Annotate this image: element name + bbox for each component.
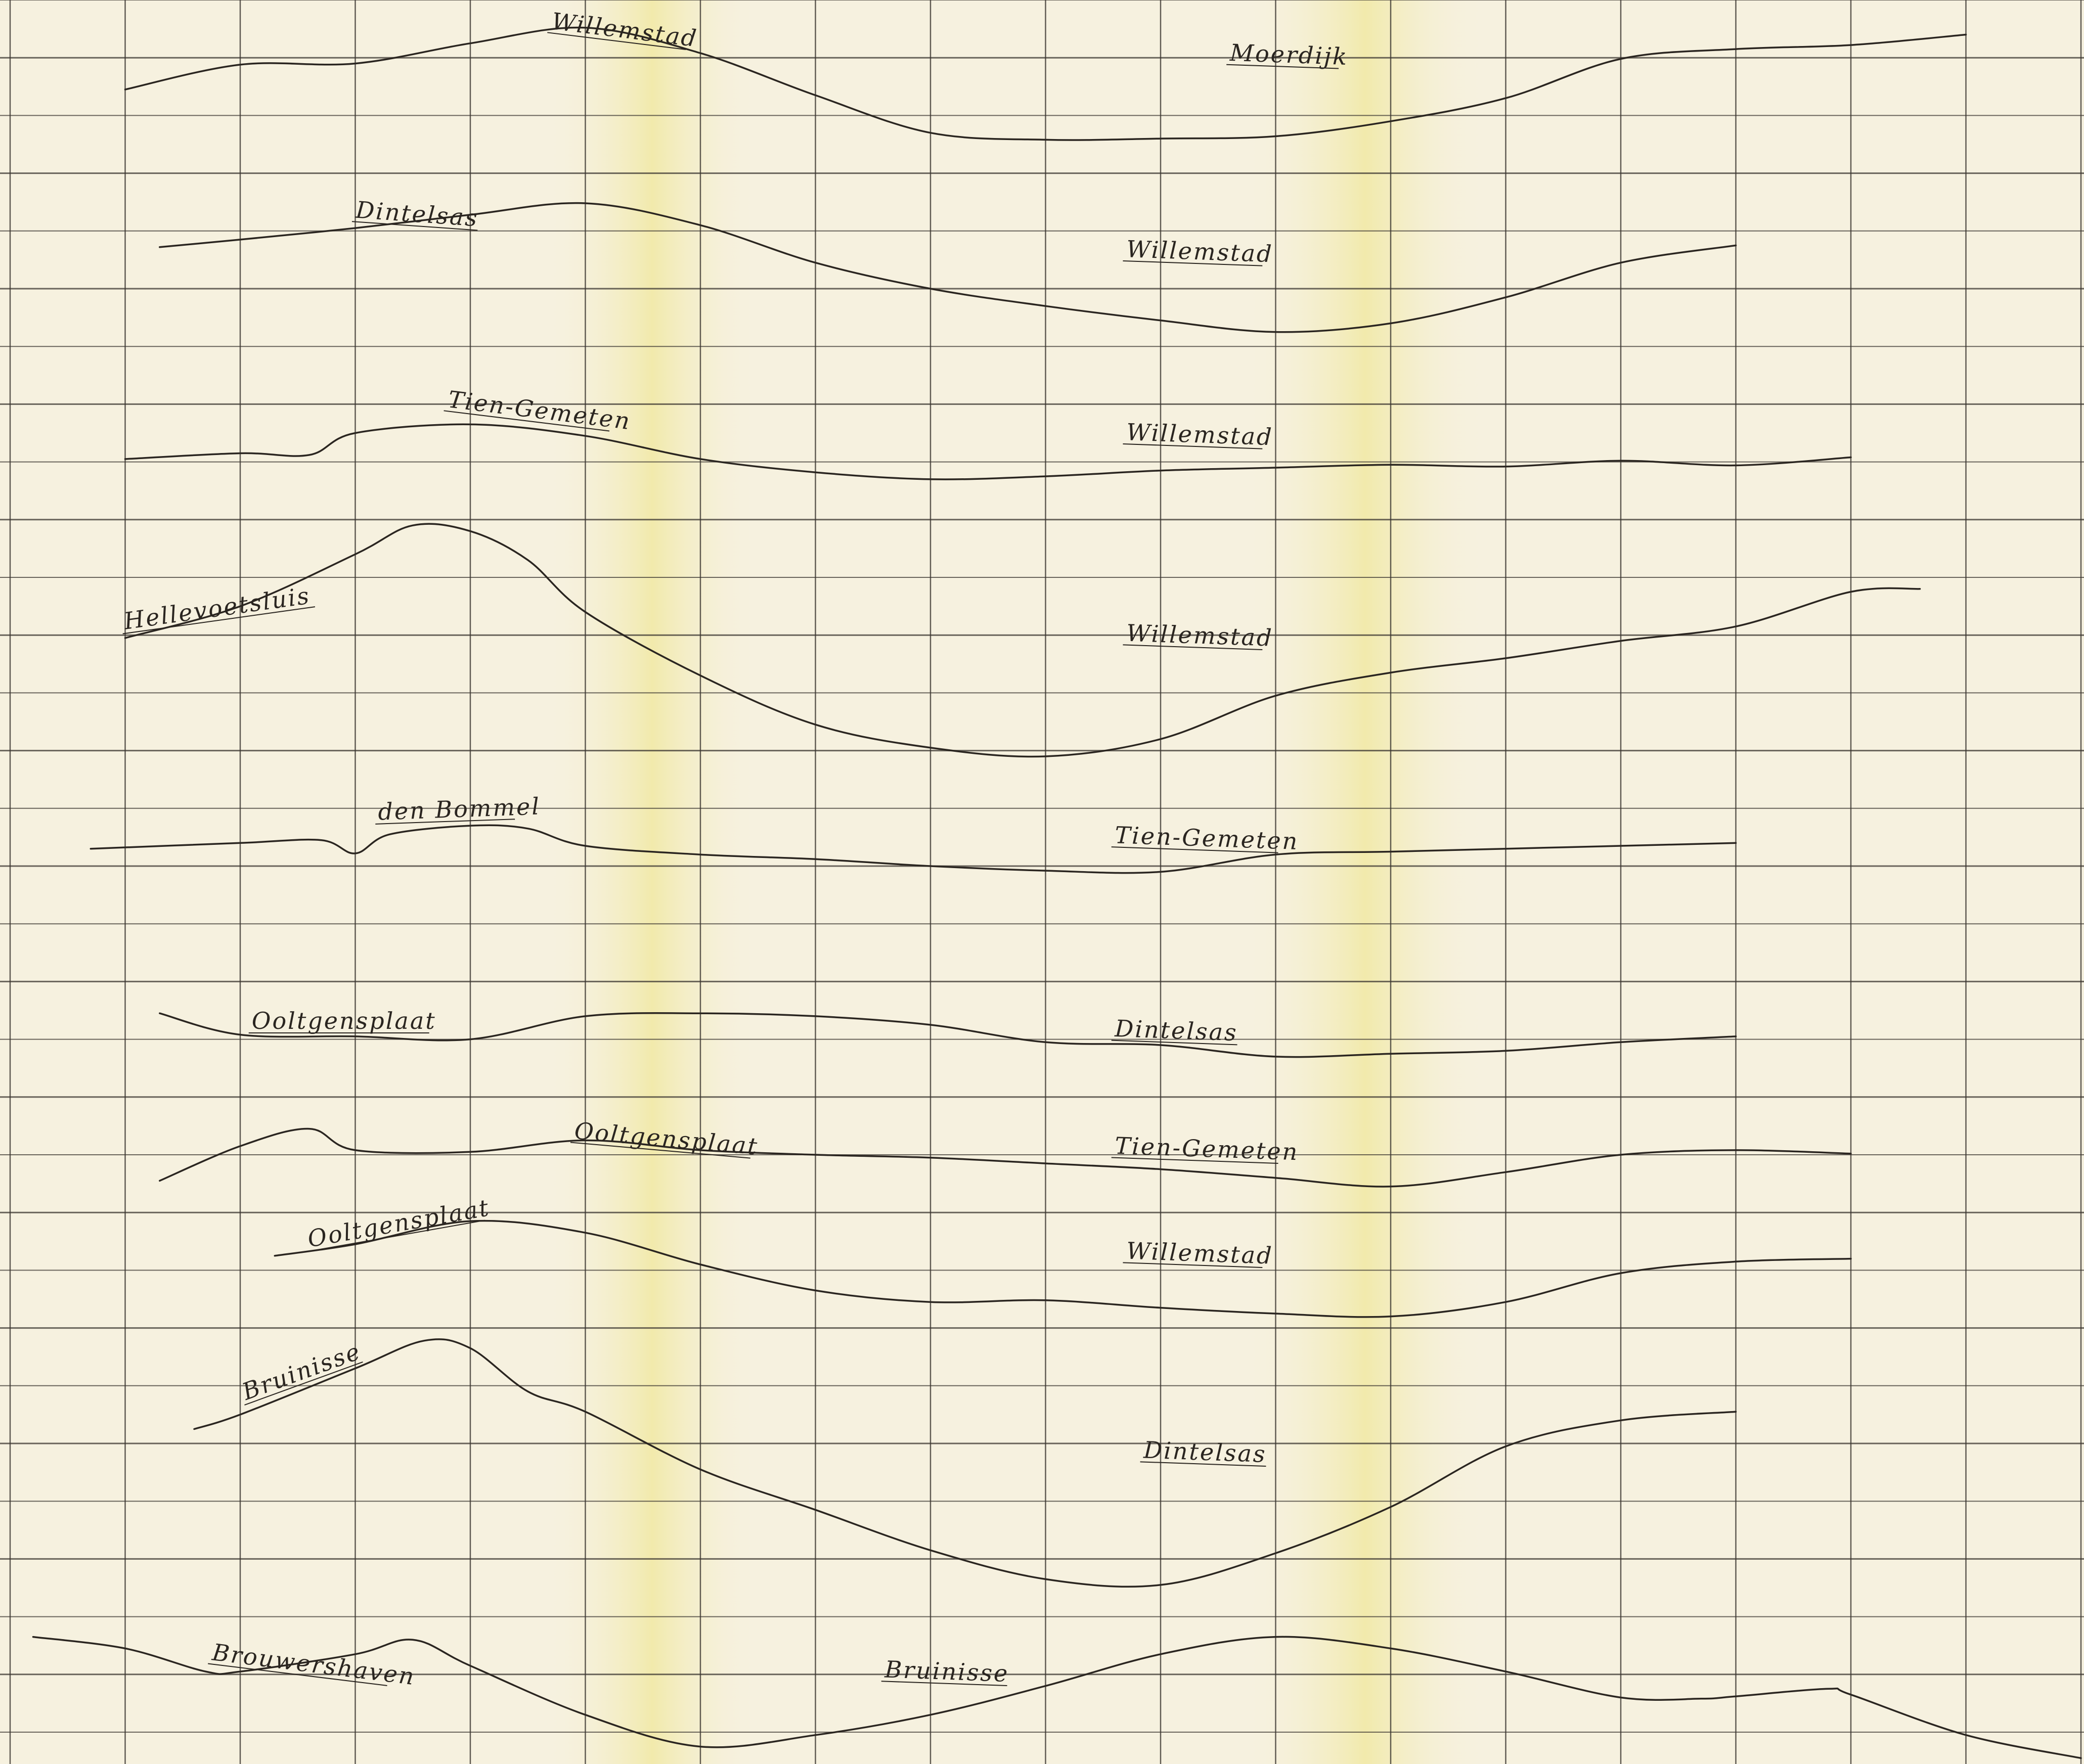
station-label-underline (1123, 260, 1263, 266)
station-label-underline (444, 410, 610, 432)
station-label: Willemstad (1126, 1237, 1273, 1270)
tide-curve-10 (32, 1636, 2082, 1759)
station-label-underline (375, 819, 515, 825)
tide-curve-2 (159, 202, 1737, 333)
station-label-underline (1123, 443, 1263, 449)
station-label: Willemstad (1126, 235, 1273, 267)
station-label-underline (1111, 1157, 1278, 1164)
tide-curve-1 (124, 26, 1967, 141)
paper-yellow-band (546, 0, 759, 1764)
tide-curve-6 (159, 1012, 1737, 1058)
station-label-underline (1123, 1262, 1263, 1268)
station-label-underline (306, 1219, 485, 1252)
tide-curve-3 (124, 423, 1852, 480)
station-label-underline (1140, 1461, 1266, 1467)
tide-curve-8 (274, 1219, 1852, 1318)
station-label-underline (351, 221, 478, 231)
station-label-underline (1111, 846, 1278, 853)
tide-curve-5 (90, 824, 1737, 874)
station-label: den Bommel (377, 792, 541, 825)
station-label-underline (122, 606, 316, 635)
station-label-underline (1123, 644, 1263, 651)
tide-curve-7 (159, 1127, 1852, 1188)
station-label-underline (570, 1142, 750, 1159)
tide-curves (32, 26, 2082, 1759)
station-label: Tien-Gemeten (1115, 1132, 1300, 1166)
station-label-underline (881, 1681, 1007, 1686)
tide-curve-9 (193, 1338, 1737, 1588)
station-label: Tien-Gemeten (1115, 821, 1300, 855)
station-label-underline (244, 1361, 363, 1406)
station-label: Willemstad (1126, 418, 1273, 450)
station-label-underline (1111, 1039, 1237, 1046)
station-label: Willemstad (1126, 619, 1273, 652)
station-label: Ooltgensplaat (252, 1007, 436, 1034)
station-label-underline (547, 32, 686, 50)
tide-curve-4 (124, 523, 1921, 758)
paper-yellow-band-2 (1244, 0, 1487, 1764)
station-label-underline (1226, 64, 1339, 69)
station-label-underline (208, 1663, 387, 1686)
